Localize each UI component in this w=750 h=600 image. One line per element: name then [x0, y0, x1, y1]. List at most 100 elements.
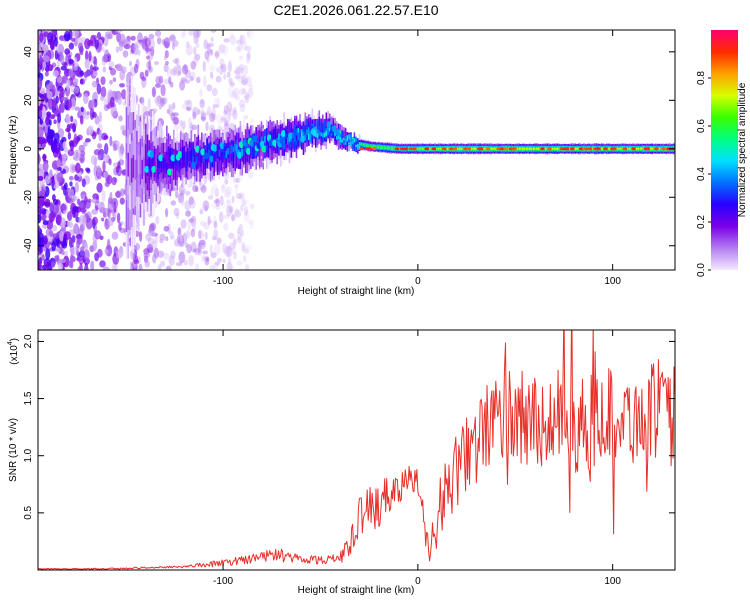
heatmap-cell	[91, 98, 95, 110]
heatmap-cell	[392, 147, 394, 150]
heatmap-cell	[165, 236, 169, 242]
heatmap-cell	[150, 230, 157, 238]
heatmap-cell	[153, 153, 156, 167]
heatmap-cell	[193, 248, 197, 253]
heatmap-cell	[180, 32, 185, 39]
heatmap-cell	[223, 146, 226, 156]
heatmap-cell	[60, 217, 66, 228]
heatmap-cell	[240, 80, 247, 86]
heatmap-cell	[312, 129, 318, 137]
heatmap-cell	[44, 31, 49, 37]
heatmap-cell	[357, 145, 359, 150]
heatmap-cell	[439, 147, 442, 150]
heatmap-cell	[182, 232, 188, 244]
heatmap-cell	[79, 78, 84, 85]
heatmap-cell	[195, 247, 202, 254]
heatmap-cell	[226, 71, 231, 78]
heatmap-cell	[96, 32, 102, 39]
heatmap-cell	[341, 139, 343, 143]
heatmap-cell	[162, 252, 170, 260]
heatmap-cell	[239, 139, 242, 158]
heatmap-cell	[172, 116, 179, 125]
heatmap-cell	[144, 260, 150, 268]
heatmap-cell	[101, 189, 106, 202]
heatmap-cell	[329, 126, 331, 132]
heatmap-cell	[212, 228, 219, 239]
heatmap-cell	[194, 53, 201, 61]
heatmap-cell	[55, 95, 59, 104]
heatmap-cell	[306, 130, 308, 143]
heatmap-cell	[569, 147, 576, 151]
heatmap-cell	[234, 185, 239, 195]
heatmap-cell	[302, 125, 305, 136]
heatmap-cell	[118, 222, 122, 231]
heatmap-cell	[163, 55, 167, 61]
heatmap-cell	[211, 236, 218, 241]
y-tick-label: 0.5	[23, 505, 34, 519]
heatmap-cell	[127, 152, 129, 177]
heatmap-cell	[355, 145, 357, 147]
heatmap-cell	[119, 83, 125, 88]
heatmap-cell	[207, 215, 211, 226]
heatmap-cell	[258, 136, 261, 148]
heatmap-cell	[168, 76, 172, 85]
heatmap-cell	[220, 64, 227, 73]
heatmap-cell	[197, 242, 201, 253]
heatmap-cell	[188, 218, 194, 223]
heatmap-cell	[79, 70, 84, 77]
heatmap-cell	[239, 34, 246, 45]
heatmap-cell	[446, 147, 449, 150]
heatmap-cell	[422, 148, 424, 150]
heatmap-cell	[204, 258, 210, 266]
heatmap-cell	[78, 144, 86, 153]
heatmap-cell	[227, 257, 232, 265]
heatmap-cell	[544, 148, 547, 150]
heatmap-cell	[77, 175, 83, 182]
heatmap-cell	[353, 139, 356, 143]
heatmap-cell	[220, 117, 226, 123]
heatmap-cell	[198, 230, 205, 239]
heatmap-cell	[175, 212, 180, 219]
heatmap-cell	[182, 103, 187, 110]
heatmap-cell	[52, 233, 60, 239]
heatmap-cell	[351, 137, 354, 140]
heatmap-cell	[148, 33, 155, 40]
heatmap-cell	[327, 129, 329, 135]
heatmap-cell	[192, 185, 199, 193]
heatmap-cell	[418, 147, 420, 150]
heatmap-cell	[196, 30, 201, 38]
heatmap-cell	[388, 147, 391, 149]
colorbar	[711, 30, 738, 270]
heatmap-cell	[81, 178, 86, 188]
heatmap-cell	[184, 69, 191, 79]
heatmap-cell	[177, 240, 185, 248]
heatmap-cell	[220, 115, 227, 121]
heatmap-cell	[228, 60, 232, 72]
heatmap-cell	[192, 106, 199, 117]
heatmap-cell	[44, 175, 51, 185]
heatmap-cell	[68, 58, 74, 65]
heatmap-cell	[235, 65, 240, 72]
heatmap-cell	[357, 144, 359, 147]
heatmap-cell	[144, 37, 151, 48]
heatmap-cell	[183, 63, 188, 72]
heatmap-cell	[261, 145, 267, 153]
heatmap-cell	[199, 99, 205, 105]
heatmap-cell	[178, 156, 180, 167]
heatmap-cell	[155, 215, 160, 225]
heatmap-cell	[233, 69, 238, 75]
heatmap-cell	[237, 44, 243, 52]
heatmap-cell	[272, 139, 278, 147]
spectrogram-heatmap	[38, 30, 675, 270]
heatmap-cell	[372, 145, 375, 148]
heatmap-cell	[49, 169, 53, 178]
heatmap-cell	[223, 109, 228, 116]
heatmap-cell	[40, 208, 47, 215]
heatmap-cell	[199, 209, 204, 215]
heatmap-cell	[120, 188, 125, 197]
heatmap-cell	[181, 160, 184, 169]
heatmap-cell	[247, 87, 254, 98]
heatmap-cell	[125, 158, 128, 180]
heatmap-cell	[216, 113, 223, 126]
heatmap-cell	[213, 262, 218, 270]
